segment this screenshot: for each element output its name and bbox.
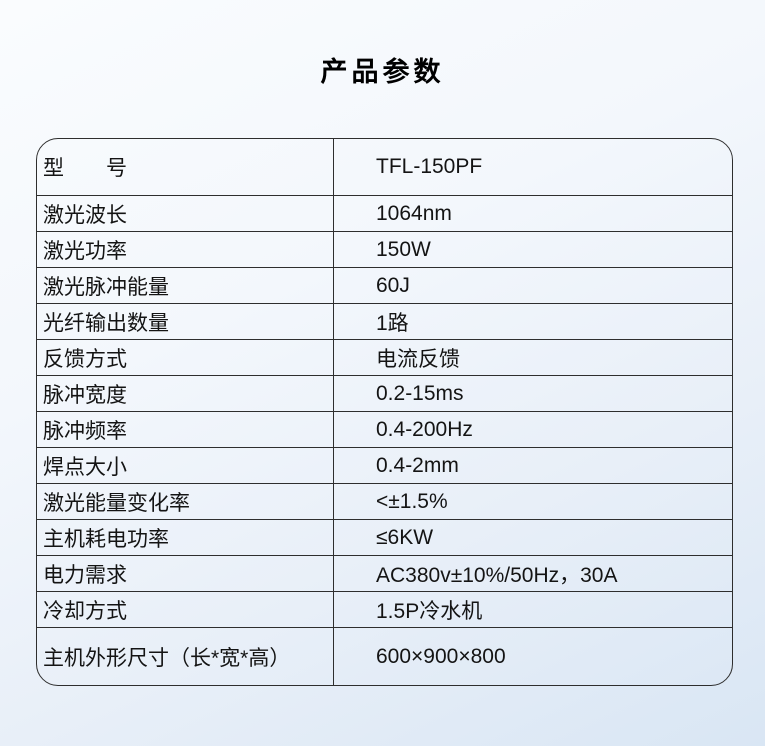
spec-value: 600×900×800 [376, 644, 506, 668]
table-row: 焊点大小 0.4-2mm [37, 447, 732, 483]
table-row: 冷却方式 1.5P冷水机 [37, 591, 732, 627]
table-row: 激光脉冲能量 60J [37, 267, 732, 303]
table-row: 激光功率 150W [37, 231, 732, 267]
spec-value: ≤6KW [376, 525, 434, 549]
page-title: 产品参数 [320, 57, 445, 87]
spec-label: 主机耗电功率 [37, 520, 334, 555]
spec-value: 0.4-200Hz [376, 417, 473, 441]
spec-label: 脉冲频率 [37, 412, 334, 447]
spec-label: 激光功率 [37, 232, 334, 267]
spec-label: 冷却方式 [37, 592, 334, 627]
table-row: 电力需求 AC380v±10%/50Hz，30A [37, 555, 732, 591]
spec-label: 主机外形尺寸（长*宽*高） [37, 628, 334, 685]
spec-label: 电力需求 [37, 556, 334, 591]
product-parameters-page: 产品参数 型 号 TFL-150PF 激光波长 1064nm 激光功率 150W… [0, 0, 765, 686]
spec-value: TFL-150PF [376, 155, 483, 178]
spec-label: 激光脉冲能量 [37, 268, 334, 303]
table-row: 主机外形尺寸（长*宽*高） 600×900×800 [37, 627, 732, 685]
spec-label: 反馈方式 [37, 340, 334, 375]
table-row: 反馈方式 电流反馈 [37, 339, 732, 375]
table-row: 型 号 TFL-150PF [37, 139, 732, 195]
table-row: 激光波长 1064nm [37, 195, 732, 231]
spec-label: 焊点大小 [37, 448, 334, 483]
table-row: 主机耗电功率 ≤6KW [37, 519, 732, 555]
table-row: 脉冲宽度 0.2-15ms [37, 375, 732, 411]
spec-value: 0.4-2mm [376, 453, 459, 477]
spec-value: <±1.5% [376, 489, 448, 513]
table-row: 光纤输出数量 1路 [37, 303, 732, 339]
spec-label: 型 号 [37, 139, 334, 195]
spec-value: 150W [376, 237, 431, 261]
table-row: 脉冲频率 0.4-200Hz [37, 411, 732, 447]
spec-value: 60J [376, 273, 410, 297]
spec-label: 激光能量变化率 [37, 484, 334, 519]
spec-value: 电流反馈 [376, 347, 460, 371]
table-row: 激光能量变化率 <±1.5% [37, 483, 732, 519]
spec-label: 激光波长 [37, 196, 334, 231]
spec-value: AC380v±10%/50Hz，30A [376, 563, 618, 587]
spec-value: 0.2-15ms [376, 381, 464, 405]
spec-label: 光纤输出数量 [37, 304, 334, 339]
spec-table: 型 号 TFL-150PF 激光波长 1064nm 激光功率 150W 激光脉冲… [36, 138, 733, 686]
spec-value: 1.5P冷水机 [376, 599, 483, 623]
spec-value: 1064nm [376, 201, 452, 225]
spec-value: 1路 [376, 311, 409, 335]
spec-label: 脉冲宽度 [37, 376, 334, 411]
